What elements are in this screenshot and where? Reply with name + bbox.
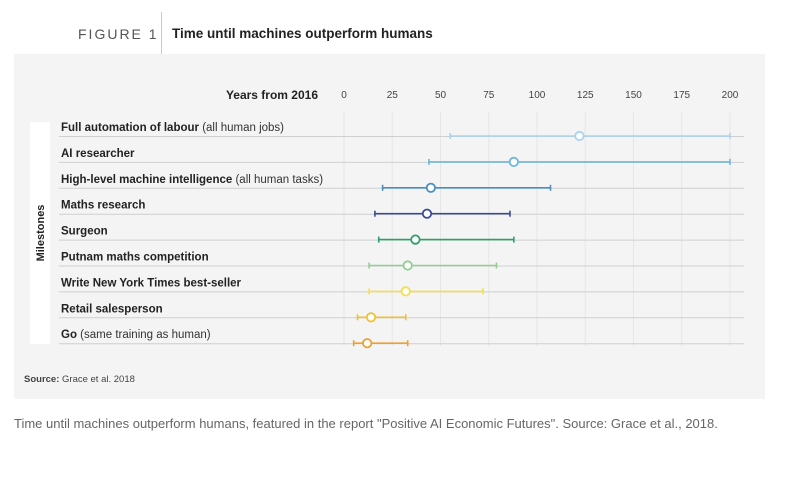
milestone-8-label: Retail salesperson (61, 303, 163, 315)
milestone-8-label-name: Retail salesperson (61, 303, 163, 315)
milestone-1-label: Full automation of labour (all human job… (61, 122, 284, 134)
milestone-9-label-note: (same training as human) (77, 329, 211, 341)
x-tick-label-25: 25 (387, 90, 399, 101)
figure-caption: Time until machines outperform humans, f… (14, 416, 718, 431)
milestone-3-label: High-level machine intelligence (all hum… (61, 174, 323, 186)
milestone-6-label-name: Putnam maths competition (61, 252, 209, 264)
y-axis-label-box (30, 122, 50, 344)
x-tick-label-50: 50 (435, 90, 447, 101)
x-tick-label-0: 0 (341, 90, 347, 101)
x-tick-label-175: 175 (673, 90, 690, 101)
milestone-6-median (402, 260, 413, 271)
milestone-9-median (362, 338, 373, 349)
source-text: Grace et al. 2018 (59, 374, 135, 385)
milestone-4-label-name: Maths research (61, 200, 145, 212)
milestone-5-median (410, 234, 421, 245)
milestone-4-median (421, 208, 433, 219)
milestone-6-label: Putnam maths competition (61, 252, 209, 264)
milestone-5-label-name: Surgeon (61, 226, 108, 238)
chart-panel: Years from 2016 0 25 50 75 100 125 150 175 200 Mil… (14, 54, 765, 399)
source-note: Source: Grace et al. 2018 (24, 374, 135, 385)
y-axis-label: Milestones (35, 205, 47, 262)
header-divider (161, 12, 162, 54)
figure-title: Time until machines outperform humans (172, 26, 433, 41)
milestone-3-median (425, 182, 436, 193)
figure-label: FIGURE 1 (78, 26, 159, 42)
milestone-3-label-name: High-level machine intelligence (61, 174, 232, 186)
x-tick-label-150: 150 (625, 90, 642, 101)
milestone-1-label-name: Full automation of labour (61, 122, 200, 134)
milestone-5-label: Surgeon (61, 226, 108, 238)
x-axis-label: Years from 2016 (226, 88, 318, 102)
milestone-2-median (508, 156, 519, 168)
milestone-1-median (574, 130, 585, 142)
milestone-9-label-name: Go (61, 329, 77, 341)
milestone-7-label-name: Write New York Times best-seller (61, 277, 242, 289)
x-tick-label-200: 200 (722, 90, 739, 101)
milestone-3-label-note: (all human tasks) (232, 174, 323, 186)
range-chart: Years from 2016 0 25 50 75 100 125 150 175 200 Mil… (24, 88, 744, 385)
milestone-9-label: Go (same training as human) (61, 329, 211, 341)
milestone-8-median (365, 312, 377, 323)
milestone-4-label: Maths research (61, 200, 145, 212)
source-label: Source: (24, 374, 59, 385)
milestone-7-median (400, 286, 411, 297)
x-tick-label-125: 125 (577, 90, 594, 101)
milestone-2-label-name: AI researcher (61, 148, 135, 160)
milestone-1-label-note: (all human jobs) (199, 122, 284, 134)
x-tick-label-75: 75 (483, 90, 495, 101)
milestone-2-label: AI researcher (61, 148, 135, 160)
x-tick-label-100: 100 (529, 90, 546, 101)
figure-header: FIGURE 1 Time until machines outperform … (0, 0, 793, 54)
milestone-7-label: Write New York Times best-seller (61, 277, 242, 289)
